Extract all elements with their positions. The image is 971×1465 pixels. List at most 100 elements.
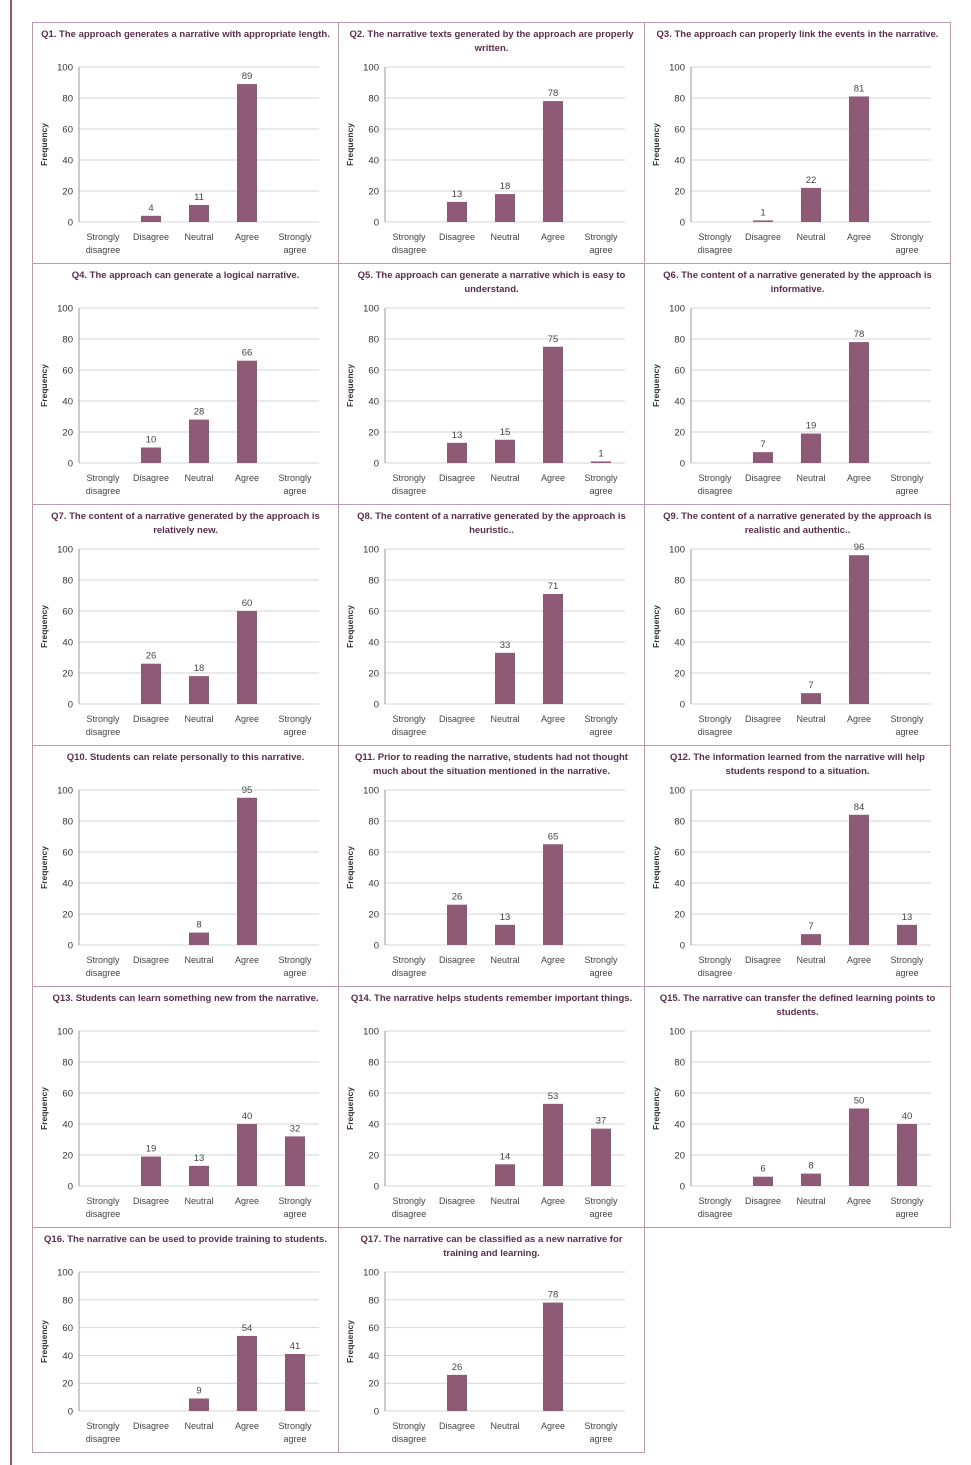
- bar-chart-q1: 0 20 40 60 80 100 Frequency Strongly disagree Dis…: [39, 63, 319, 255]
- x-category-label: disagree: [392, 968, 427, 978]
- x-category-label: Neutral: [490, 232, 519, 242]
- bar: [141, 215, 161, 222]
- y-tick-label: 80: [62, 1295, 73, 1306]
- y-tick-label: 100: [669, 545, 685, 556]
- y-axis-label: Frequency: [39, 364, 49, 407]
- x-category-label: Strongly: [584, 473, 618, 483]
- y-tick-label: 40: [674, 397, 685, 408]
- x-category-label: Strongly: [392, 955, 426, 965]
- bar: [447, 1374, 467, 1411]
- x-category-label: Strongly: [278, 1196, 312, 1206]
- bar: [753, 220, 773, 222]
- y-tick-label: 80: [674, 94, 685, 105]
- x-category-label: Agree: [235, 1421, 259, 1431]
- chart-panel-q6: Q6. The content of a narrative generated…: [644, 263, 951, 505]
- y-tick-label: 60: [674, 1089, 685, 1100]
- y-tick-label: 40: [674, 156, 685, 167]
- x-category-label: Neutral: [184, 1421, 213, 1431]
- x-category-label: Disagree: [133, 714, 169, 724]
- x-category-label: Disagree: [745, 232, 781, 242]
- data-label: 18: [194, 663, 205, 674]
- y-tick-label: 20: [674, 428, 685, 439]
- x-category-label: Strongly: [278, 473, 312, 483]
- chart-title: Q8. The content of a narrative generated…: [357, 511, 626, 536]
- x-category-label: Strongly: [698, 955, 732, 965]
- chart-panel-q16: Q16. The narrative can be used to provid…: [32, 1227, 339, 1453]
- bar: [849, 555, 869, 704]
- chart-title: Q1. The approach generates a narrative w…: [41, 29, 330, 40]
- x-category-label: Agree: [847, 1196, 871, 1206]
- y-tick-label: 20: [62, 669, 73, 680]
- bar: [543, 1103, 563, 1186]
- x-category-label: Agree: [235, 473, 259, 483]
- chart-panel-q11: Q11. Prior to reading the narrative, stu…: [338, 745, 645, 987]
- data-label: 75: [548, 334, 559, 345]
- x-category-label: disagree: [86, 1434, 121, 1444]
- x-category-label: disagree: [698, 727, 733, 737]
- x-category-label: Disagree: [745, 714, 781, 724]
- bar-chart-q17: 0 20 40 60 80 100 Frequency Strongly disagree Dis…: [345, 1268, 625, 1444]
- y-tick-label: 0: [680, 700, 685, 711]
- x-category-label: Strongly: [698, 714, 732, 724]
- y-tick-label: 40: [62, 156, 73, 167]
- y-axis-label: Frequency: [39, 605, 49, 648]
- x-category-label: Agree: [847, 232, 871, 242]
- y-tick-label: 80: [368, 1295, 379, 1306]
- y-tick-label: 20: [368, 669, 379, 680]
- x-category-label: Neutral: [796, 232, 825, 242]
- bar: [897, 924, 917, 945]
- y-tick-label: 20: [674, 1151, 685, 1162]
- x-category-label: Strongly: [890, 955, 924, 965]
- bar: [141, 663, 161, 704]
- x-category-label: Agree: [847, 714, 871, 724]
- bar: [753, 1176, 773, 1186]
- bar-chart-q4: 0 20 40 60 80 100 Frequency Strongly disagree Dis…: [39, 304, 319, 496]
- bar: [849, 1108, 869, 1186]
- y-tick-label: 60: [674, 848, 685, 859]
- chart-title: Q10. Students can relate personally to t…: [66, 752, 305, 763]
- y-tick-label: 0: [374, 459, 379, 470]
- y-tick-label: 20: [368, 1151, 379, 1162]
- x-category-label: Strongly: [584, 232, 618, 242]
- bar: [897, 1124, 917, 1186]
- y-tick-label: 80: [62, 576, 73, 587]
- x-category-label: Agree: [541, 955, 565, 965]
- data-label: 66: [242, 348, 253, 359]
- x-category-label: Neutral: [490, 1421, 519, 1431]
- x-category-label: disagree: [698, 486, 733, 496]
- x-category-label: Neutral: [184, 1196, 213, 1206]
- bar: [447, 904, 467, 945]
- bar: [285, 1354, 305, 1411]
- y-tick-label: 20: [368, 428, 379, 439]
- data-label: 9: [196, 1385, 201, 1396]
- x-category-label: Neutral: [490, 473, 519, 483]
- x-category-label: agree: [895, 727, 918, 737]
- chart-title: Q17. The narrative can be classified as …: [360, 1234, 623, 1259]
- data-label: 26: [146, 651, 157, 662]
- data-label: 40: [902, 1111, 913, 1122]
- data-label: 19: [806, 421, 817, 432]
- x-category-label: Disagree: [133, 232, 169, 242]
- y-axis-label: Frequency: [651, 123, 661, 166]
- x-category-label: agree: [283, 245, 306, 255]
- chart-panel-q4: Q4. The approach can generate a logical …: [32, 263, 339, 505]
- y-axis-label: Frequency: [39, 1087, 49, 1130]
- data-label: 95: [242, 785, 253, 796]
- chart-title: Q13. Students can learn something new fr…: [52, 993, 319, 1004]
- y-tick-label: 100: [363, 63, 379, 74]
- data-label: 78: [854, 329, 865, 340]
- y-tick-label: 40: [674, 1120, 685, 1131]
- y-tick-label: 40: [62, 879, 73, 890]
- data-label: 50: [854, 1096, 865, 1107]
- x-category-label: Neutral: [796, 473, 825, 483]
- bar-chart-q11: 0 20 40 60 80 100 Frequency Strongly disagree Dis…: [345, 786, 625, 978]
- chart-panel-q13: Q13. Students can learn something new fr…: [32, 986, 339, 1228]
- y-tick-label: 0: [680, 941, 685, 952]
- y-tick-label: 60: [368, 1089, 379, 1100]
- y-axis-label: Frequency: [345, 605, 355, 648]
- x-category-label: Disagree: [745, 473, 781, 483]
- bar: [189, 1398, 209, 1411]
- x-category-label: agree: [589, 968, 612, 978]
- bar-chart-q9: 0 20 40 60 80 100 Frequency Strongly disagree Dis…: [651, 542, 931, 737]
- y-tick-label: 80: [62, 817, 73, 828]
